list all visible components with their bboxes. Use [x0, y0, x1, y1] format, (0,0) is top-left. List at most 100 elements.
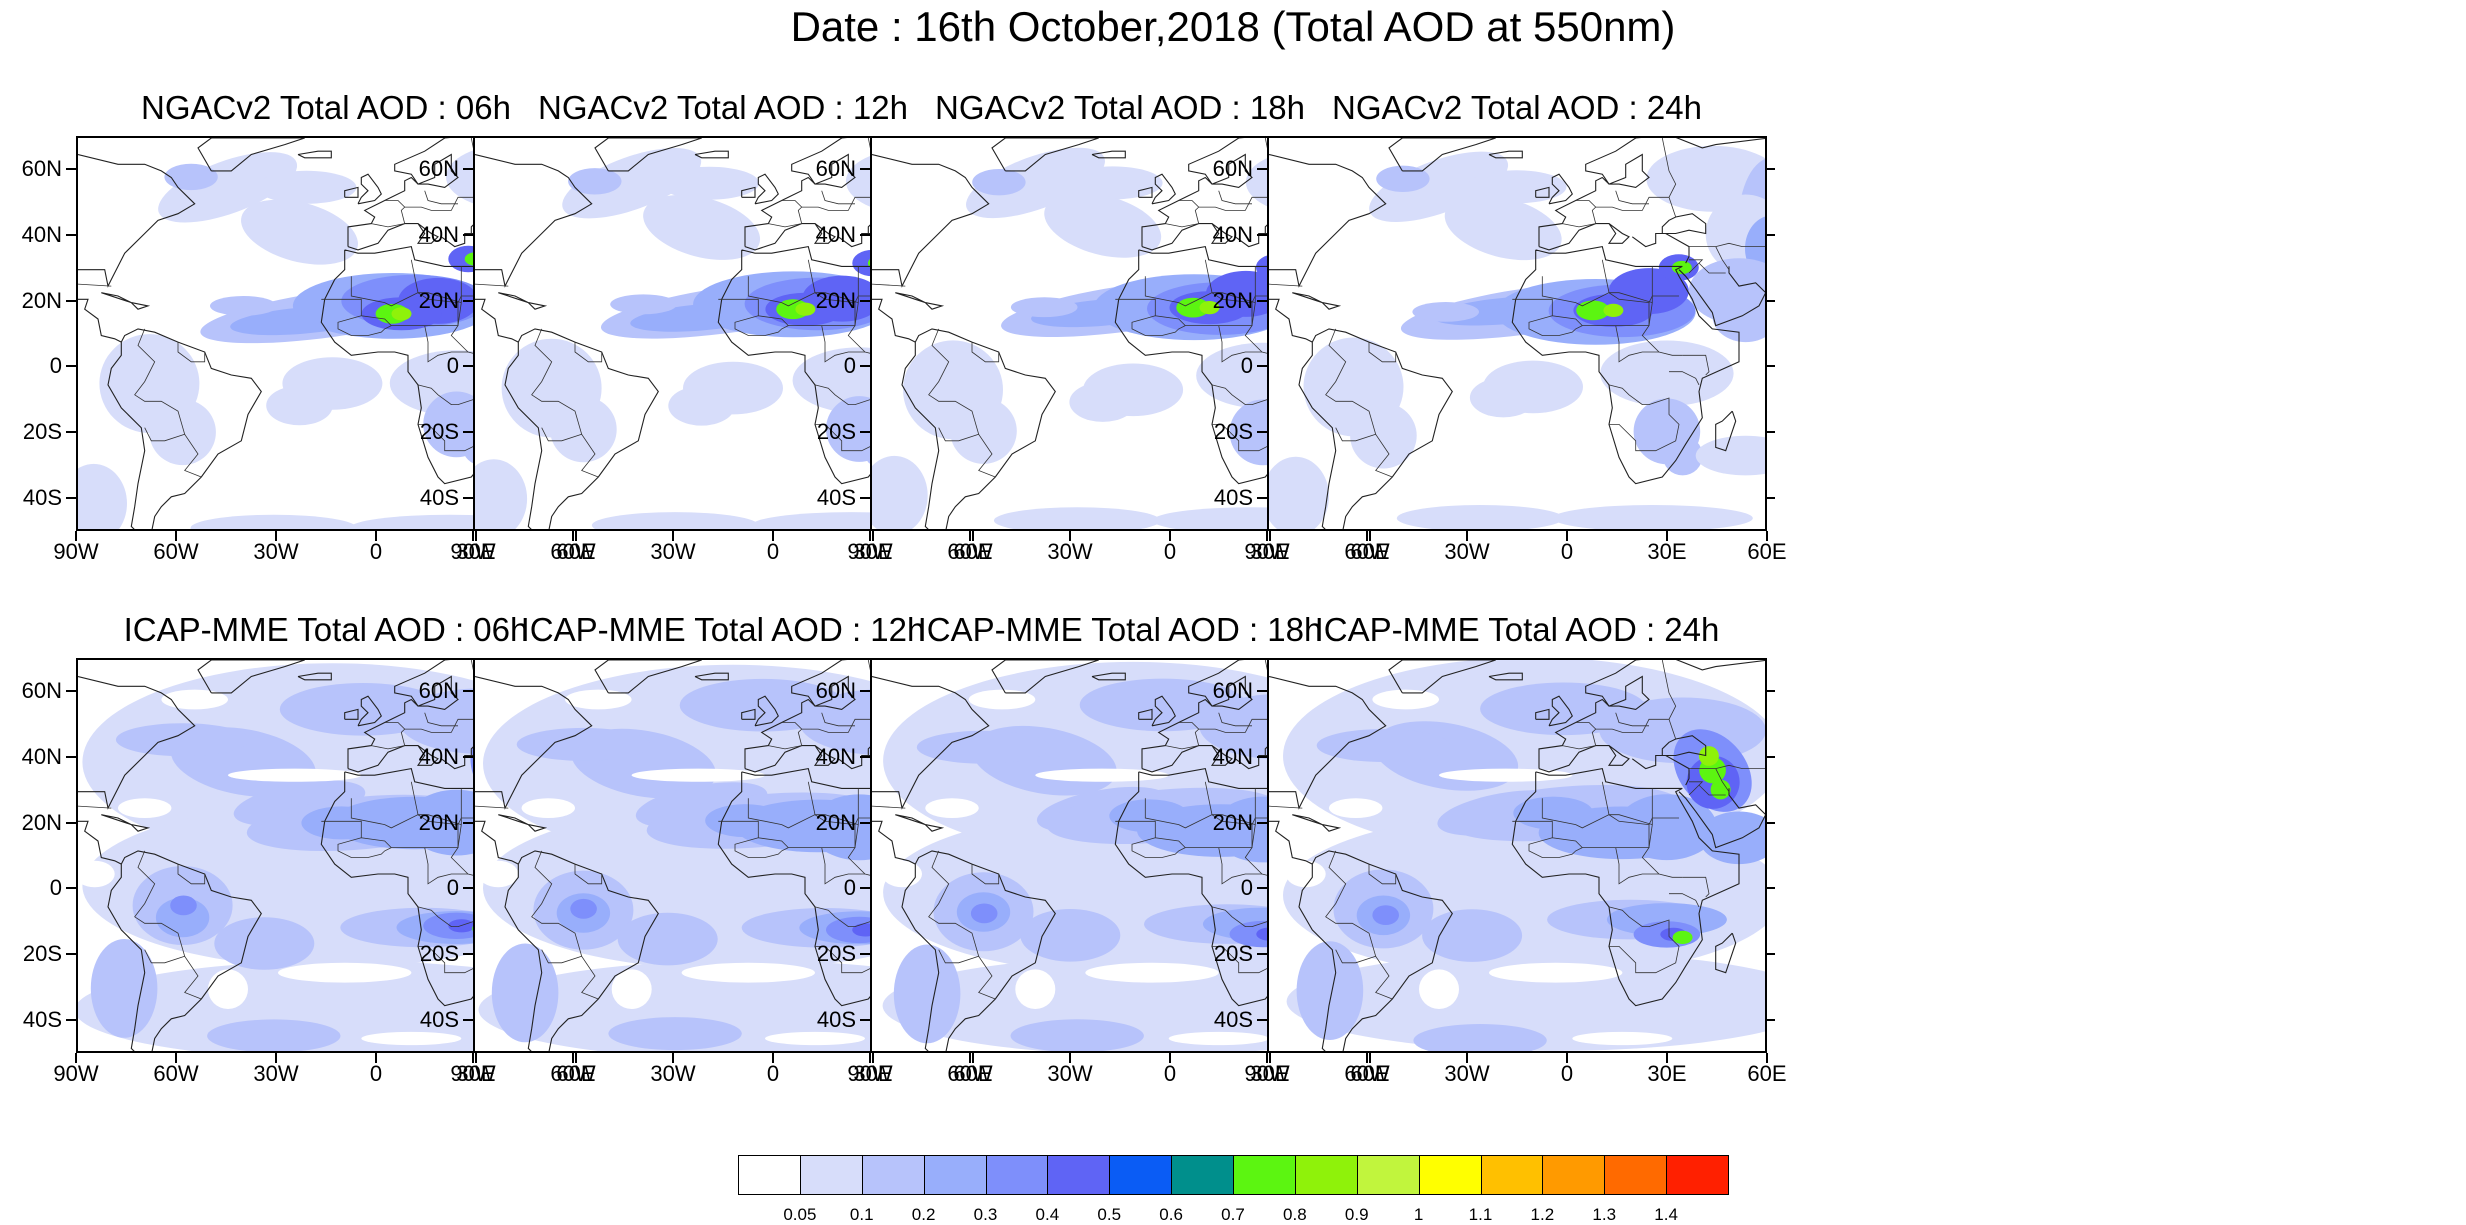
country-border — [807, 259, 856, 303]
y-tick-label: 40N — [815, 743, 856, 769]
country-border — [1682, 876, 1710, 898]
x-tick-label: 0 — [1163, 539, 1177, 564]
country-border — [1541, 276, 1653, 307]
x-tick-mark — [772, 531, 774, 541]
country-border — [1512, 817, 1679, 848]
country-border — [1144, 276, 1256, 307]
y-tick-mark — [66, 953, 78, 956]
x-tick-label: 30W — [1444, 539, 1490, 564]
x-tick-mark — [972, 1053, 974, 1063]
x-tick-mark — [472, 1053, 474, 1063]
coastline — [895, 292, 926, 304]
aod-plume — [1422, 909, 1523, 962]
y-tick-mark — [463, 431, 475, 434]
x-tick-label: 30E — [456, 1061, 496, 1086]
aod-plume — [1286, 952, 1765, 1051]
coastline — [744, 138, 971, 247]
y-tick-mark — [463, 953, 475, 956]
x-tick-mark — [1169, 1053, 1171, 1063]
y-tick-mark — [66, 167, 78, 170]
country-border — [1698, 262, 1726, 274]
clean-air-patch — [478, 860, 519, 888]
y-tick-mark — [1767, 365, 1775, 368]
y-tick-label: 20S — [816, 941, 856, 967]
clean-air-patch — [925, 798, 979, 818]
aod-plume — [882, 956, 1368, 1051]
x-tick-label: 30E — [853, 1061, 893, 1086]
country-border — [1325, 328, 1393, 478]
x-tick-label: 30W — [650, 1061, 696, 1086]
country-border — [1368, 342, 1397, 363]
x-tick-mark — [75, 531, 77, 541]
x-tick-mark — [1566, 531, 1568, 541]
coastline — [872, 820, 1056, 1051]
aod-plume — [1010, 297, 1078, 318]
country-border — [350, 798, 462, 829]
x-tick-mark — [672, 531, 674, 541]
y-tick-mark — [1767, 689, 1775, 692]
coastline — [1269, 298, 1453, 529]
x-tick-label: 90W — [53, 1061, 99, 1086]
y-tick-mark — [463, 689, 475, 692]
country-border — [177, 864, 206, 885]
y-tick-mark — [1767, 755, 1775, 758]
y-tick-label: 20N — [815, 809, 856, 835]
country-border — [1325, 850, 1393, 1000]
aod-plume — [570, 898, 597, 919]
colorbar-label: 0.1 — [849, 1205, 874, 1224]
coastline — [344, 708, 359, 720]
coastline — [527, 824, 548, 832]
y-tick-mark — [463, 365, 475, 368]
colorbar-label: 0.6 — [1159, 1205, 1183, 1224]
aod-plume — [190, 514, 358, 529]
y-tick-mark — [1767, 299, 1775, 302]
aod-plume — [1350, 402, 1417, 469]
y-tick-label: 40N — [21, 743, 62, 769]
aod-plume — [1396, 505, 1564, 529]
aod-plume — [1069, 382, 1136, 422]
y-tick-label: 60N — [1212, 677, 1253, 703]
country-border — [1165, 200, 1200, 228]
country-border — [1615, 712, 1649, 727]
clean-air-patch — [278, 962, 412, 983]
country-borders — [1269, 660, 1765, 1000]
x-tick-label: 90W — [1244, 1061, 1290, 1086]
x-tick-mark — [75, 1053, 77, 1063]
country-border — [747, 798, 859, 829]
x-tick-label: 30E — [456, 539, 496, 564]
country-border — [1165, 722, 1200, 750]
country-border — [410, 259, 459, 303]
y-tick-mark — [66, 233, 78, 236]
y-tick-mark — [463, 1019, 475, 1022]
x-tick-label: 30W — [1047, 539, 1093, 564]
x-tick-mark — [972, 531, 974, 541]
country-border — [1269, 283, 1303, 287]
aod-plume — [301, 806, 382, 840]
aod-colorbar: 0.05 0.1 0.2 0.3 0.4 0.5 0.6 0.7 0.8 0.9 1 1.1 1.2 1.… — [738, 1155, 1729, 1224]
y-tick-mark — [1767, 953, 1775, 956]
colorbar-swatch — [1418, 1155, 1482, 1195]
aod-plume — [972, 169, 1026, 196]
x-tick-label: 60W — [550, 539, 596, 564]
country-border — [938, 427, 979, 442]
y-tick-mark — [1257, 1019, 1269, 1022]
coastline — [475, 675, 593, 810]
colorbar-swatch — [861, 1155, 925, 1195]
y-tick-label: 60N — [815, 155, 856, 181]
coastline — [741, 708, 756, 720]
y-tick-label: 0 — [49, 353, 62, 379]
coastline — [1292, 814, 1323, 826]
coastline — [1388, 660, 1496, 694]
country-border — [78, 805, 112, 809]
y-tick-mark — [463, 755, 475, 758]
y-tick-label: 20N — [418, 287, 459, 313]
y-tick-mark — [1257, 233, 1269, 236]
clean-air-patch — [631, 768, 765, 782]
aod-plume — [207, 1019, 341, 1051]
country-border — [1698, 784, 1726, 796]
y-tick-label: 0 — [446, 353, 459, 379]
clean-air-patch — [1285, 860, 1326, 888]
country-border — [1512, 295, 1679, 326]
coastline — [991, 660, 1099, 694]
coastline — [872, 675, 990, 810]
